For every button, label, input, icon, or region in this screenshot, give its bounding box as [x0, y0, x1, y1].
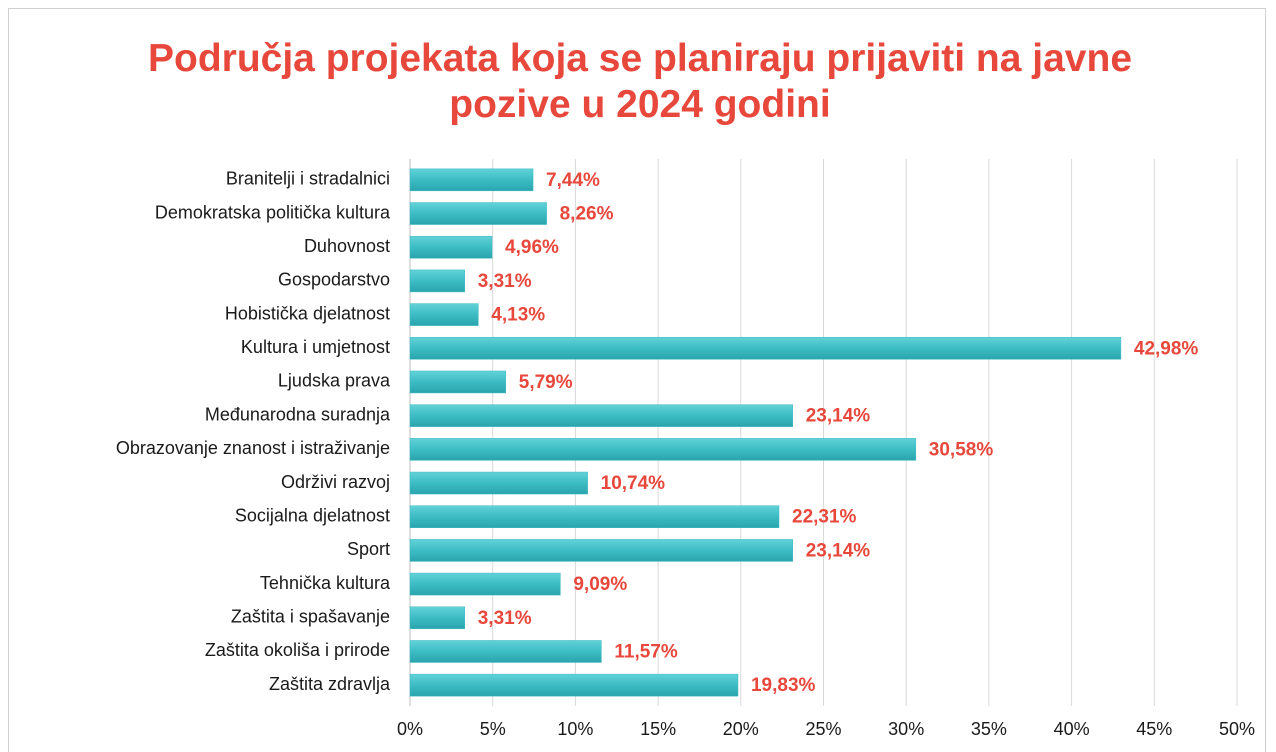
data-label: 8,26% — [560, 204, 614, 225]
bar — [409, 539, 793, 562]
y-tick-label: Sport — [347, 539, 390, 559]
x-tick-label: 50% — [1219, 719, 1255, 739]
bar — [409, 303, 479, 326]
chart-frame — [8, 8, 1266, 752]
bar — [409, 235, 493, 259]
bar — [409, 471, 588, 495]
data-label: 23,14% — [806, 406, 871, 427]
data-label: 19,83% — [751, 675, 816, 696]
bar — [409, 168, 534, 192]
x-tick-label: 20% — [723, 719, 759, 739]
y-tick-label: Socijalna djelatnost — [235, 505, 390, 525]
data-label: 7,44% — [546, 170, 600, 191]
data-label: 11,57% — [614, 641, 677, 662]
y-tick-label: Zaštita okoliša i prirode — [205, 640, 390, 660]
data-label: 5,79% — [519, 372, 573, 393]
bar — [409, 269, 465, 293]
bar — [409, 202, 547, 225]
y-tick-label: Obrazovanje znanost i istraživanje — [116, 438, 390, 458]
x-tick-label: 10% — [557, 719, 593, 739]
bar — [409, 337, 1122, 360]
bar — [409, 505, 780, 528]
x-tick-label: 35% — [971, 719, 1007, 739]
y-tick-label: Gospodarstvo — [278, 270, 390, 290]
bar — [409, 572, 561, 596]
data-label: 3,31% — [478, 271, 532, 292]
data-label: 42,98% — [1134, 338, 1199, 359]
y-tick-label: Tehnička kultura — [260, 573, 391, 593]
data-label: 4,96% — [505, 237, 559, 258]
x-tick-label: 5% — [480, 719, 506, 739]
data-label: 23,14% — [806, 540, 871, 561]
bar — [409, 438, 917, 461]
data-label: 30,58% — [929, 439, 994, 460]
x-tick-label: 15% — [640, 719, 676, 739]
x-tick-label: 25% — [805, 719, 841, 739]
data-label: 4,13% — [491, 305, 545, 326]
bar — [409, 673, 739, 697]
y-tick-label: Održivi razvoj — [281, 472, 390, 492]
y-tick-label: Međunarodna suradnja — [205, 404, 391, 424]
y-tick-label: Demokratska politička kultura — [155, 202, 391, 222]
y-tick-label: Ljudska prava — [278, 371, 391, 391]
x-tick-label: 45% — [1136, 719, 1172, 739]
data-label: 9,09% — [573, 574, 627, 595]
bar — [409, 606, 465, 630]
x-tick-label: 0% — [397, 719, 423, 739]
y-tick-label: Branitelji i stradalnici — [226, 169, 390, 189]
y-tick-label: Zaštita i spašavanje — [231, 607, 390, 627]
y-tick-label: Hobistička djelatnost — [225, 303, 390, 323]
x-tick-label: 40% — [1054, 719, 1090, 739]
data-label: 10,74% — [601, 473, 666, 494]
y-tick-label: Kultura i umjetnost — [241, 337, 390, 357]
x-tick-label: 30% — [888, 719, 924, 739]
bar — [409, 370, 507, 394]
y-tick-label: Zaštita zdravlja — [269, 674, 391, 694]
y-tick-label: Duhovnost — [304, 236, 390, 256]
data-label: 3,31% — [478, 608, 532, 629]
data-label: 22,31% — [792, 507, 857, 528]
chart-title: Područja projekata koja se planiraju pri… — [147, 37, 1133, 126]
bar — [409, 404, 793, 427]
bar — [409, 640, 602, 663]
